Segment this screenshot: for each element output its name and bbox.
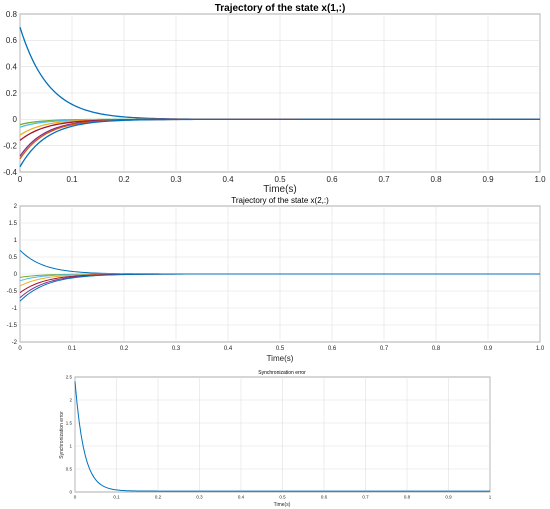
chart-state-x2: 0 0.1 0.2 0.3 0.4 0.5 0.6 0.7 0.8 0.9 1.0 -2 -1.5 -1… <box>7 196 545 363</box>
x-tick-label: 0.3 <box>170 175 182 184</box>
x-tick-label: 0.2 <box>155 495 162 500</box>
y-tick-label: 0.2 <box>6 89 18 98</box>
x-tick-label: 0 <box>74 495 77 500</box>
x-tick-label: 1 <box>489 495 492 500</box>
x-tick-label: 1.0 <box>534 175 546 184</box>
x-tick-label: 0.9 <box>482 175 494 184</box>
chart-title: Trajectory of the state x(2,:) <box>231 196 329 205</box>
series-line <box>19 118 540 168</box>
x-tick-label: 0.4 <box>238 495 245 500</box>
x-tick-label: 0.8 <box>430 175 442 184</box>
y-tick-label: 0.6 <box>6 36 18 45</box>
y-tick-label: 0.8 <box>6 10 18 19</box>
x-tick-label: 0.8 <box>404 495 411 500</box>
chart-title: Synchronization error <box>258 370 306 376</box>
y-tick-label: 1 <box>14 238 18 244</box>
x-tick-label: 0.7 <box>362 495 369 500</box>
y-tick-label: -1 <box>12 306 18 312</box>
x-tick-label: 1.0 <box>536 346 545 352</box>
x-tick-label: 0 <box>18 175 23 184</box>
y-tick-label: 2 <box>14 204 18 210</box>
y-tick-label: 0 <box>69 490 72 495</box>
x-tick-label: 0.4 <box>222 175 234 184</box>
y-tick-label: 0 <box>13 115 18 124</box>
y-tick-label: 0.5 <box>9 255 18 261</box>
x-tick-label: 0.5 <box>279 495 286 500</box>
x-tick-label: 0.3 <box>172 346 181 352</box>
y-tick-label: -0.2 <box>3 141 17 150</box>
chart-state-x1: 0 0.1 0.2 0.3 0.4 0.5 0.6 0.7 0.8 0.9 1.0 -0.4 -0.2… <box>3 3 546 195</box>
x-tick-label: 0.1 <box>68 346 77 352</box>
chart-title: Trajectory of the state x(1,:) <box>215 3 346 14</box>
x-tick-label: 0.6 <box>326 175 338 184</box>
x-tick-label: 0 <box>18 346 22 352</box>
y-tick-label: 1.5 <box>66 421 73 426</box>
y-tick-label: -0.5 <box>7 289 18 295</box>
y-tick-label: 0 <box>14 272 18 278</box>
x-tick-label: 0.2 <box>120 346 129 352</box>
y-tick-label: -2 <box>12 340 18 346</box>
x-tick-label: 0.9 <box>484 346 493 352</box>
y-tick-label: 1.5 <box>9 221 18 227</box>
x-tick-label: 0.7 <box>378 175 390 184</box>
x-axis-label: Time(s) <box>263 184 297 195</box>
x-tick-label: 0.2 <box>118 175 130 184</box>
y-tick-label: 2.5 <box>66 375 73 380</box>
x-tick-label: 0.4 <box>224 346 233 352</box>
x-tick-label: 0.7 <box>380 346 389 352</box>
x-tick-label: 0.5 <box>274 175 286 184</box>
series-line <box>74 381 490 492</box>
x-tick-label: 0.3 <box>196 495 203 500</box>
chart-sync-error: 0 0.1 0.2 0.3 0.4 0.5 0.6 0.7 0.8 0.9 1 0 0.5 1 1.5 2 2… <box>59 370 492 508</box>
y-tick-label: 2 <box>69 398 72 403</box>
y-tick-label: 1 <box>69 444 72 449</box>
x-tick-label: 0.6 <box>328 346 337 352</box>
series-line <box>19 273 540 302</box>
x-tick-label: 0.1 <box>113 495 120 500</box>
x-tick-label: 0.1 <box>66 175 78 184</box>
x-tick-label: 0.6 <box>321 495 328 500</box>
y-tick-label: 0.4 <box>6 62 18 71</box>
x-tick-label: 0.8 <box>432 346 441 352</box>
x-axis-label: Time(s) <box>274 502 291 508</box>
y-tick-label: -0.4 <box>3 168 17 177</box>
y-tick-label: -1.5 <box>7 323 18 329</box>
y-axis-label: Synchronization error <box>59 411 65 459</box>
x-tick-label: 0.5 <box>276 346 285 352</box>
x-axis-label: Time(s) <box>267 354 294 363</box>
y-tick-label: 0.5 <box>66 467 73 472</box>
x-tick-label: 0.9 <box>445 495 452 500</box>
